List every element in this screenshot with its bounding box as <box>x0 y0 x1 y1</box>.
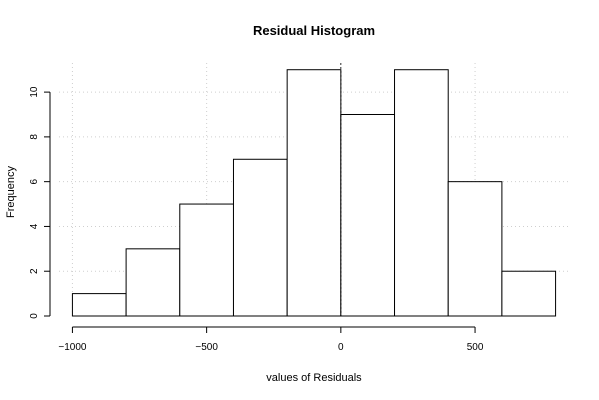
x-tick-label-2: 0 <box>338 342 344 353</box>
histogram-bar-0 <box>71 293 127 317</box>
chart-title: Residual Histogram <box>253 23 375 38</box>
histogram-bar-8 <box>501 270 557 317</box>
histogram-bar-4 <box>286 69 342 317</box>
x-tick-label-0: −1000 <box>58 342 87 353</box>
histogram-bar-2 <box>179 203 234 317</box>
y-tick-label-4: 8 <box>29 134 40 140</box>
histogram-bar-3 <box>232 158 288 317</box>
y-axis-label: Frequency <box>5 166 17 218</box>
y-tick-label-3: 6 <box>29 178 40 184</box>
y-tick-label-0: 0 <box>29 313 40 319</box>
x-axis: −1000 −500 0 500 <box>58 326 484 353</box>
histogram-bar-5 <box>340 113 396 317</box>
x-tick-label-1: −500 <box>195 342 218 353</box>
x-tick-label-3: 500 <box>467 342 484 353</box>
histogram-bar-6 <box>394 69 449 317</box>
histogram-bar-1 <box>125 248 181 317</box>
y-axis: 0 2 4 6 8 10 <box>29 86 51 319</box>
y-tick-label-5: 10 <box>29 86 40 98</box>
histogram-bar-7 <box>447 181 503 317</box>
histogram-bars <box>71 69 557 317</box>
x-axis-label: values of Residuals <box>266 372 362 384</box>
y-tick-label-1: 2 <box>29 268 40 274</box>
y-tick-label-2: 4 <box>29 223 40 229</box>
